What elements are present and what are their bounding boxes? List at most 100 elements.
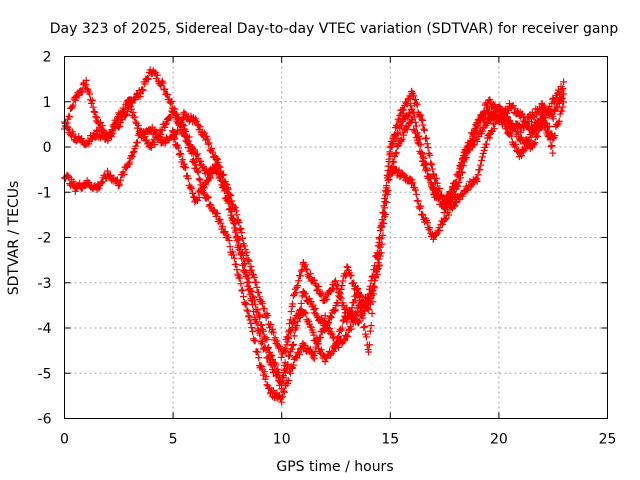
data-point [312, 336, 320, 344]
data-point [381, 204, 389, 212]
data-point [480, 146, 488, 154]
data-point [342, 313, 350, 321]
data-point [286, 351, 294, 359]
data-point [382, 198, 390, 206]
data-point [170, 108, 178, 116]
data-point [504, 113, 512, 121]
data-point [259, 327, 267, 335]
data-point [172, 112, 180, 120]
data-point [257, 321, 265, 329]
data-point [163, 91, 171, 99]
data-point [267, 321, 275, 329]
data-point [214, 158, 222, 166]
data-point [242, 251, 250, 259]
data-point [177, 150, 185, 158]
data-point [375, 235, 383, 243]
data-point [441, 215, 449, 223]
y-tick-label: 1 [43, 95, 52, 111]
data-point [253, 283, 261, 291]
data-points [61, 66, 568, 406]
data-point [503, 125, 511, 133]
data-point [188, 149, 196, 157]
data-point [254, 325, 262, 333]
data-point [189, 189, 197, 197]
data-point [144, 75, 152, 83]
data-point [419, 157, 427, 165]
data-point [399, 105, 407, 113]
data-point [242, 300, 250, 308]
data-point [153, 128, 161, 136]
data-point [89, 103, 97, 111]
data-point [196, 176, 204, 184]
data-point [452, 180, 460, 188]
data-point [162, 120, 170, 128]
data-point [163, 119, 171, 127]
data-point [213, 210, 221, 218]
data-point [522, 145, 530, 153]
data-point [179, 156, 187, 164]
data-point [195, 193, 203, 201]
data-point [335, 289, 343, 297]
data-point [278, 398, 286, 406]
data-point [215, 162, 223, 170]
data-point [88, 96, 96, 104]
data-point [122, 111, 130, 119]
data-point [467, 137, 475, 145]
data-point [259, 300, 267, 308]
data-point [290, 332, 298, 340]
data-point [520, 113, 528, 121]
data-point [300, 341, 308, 349]
data-point [560, 98, 568, 106]
data-point [425, 174, 433, 182]
y-tick-label: -1 [38, 185, 52, 201]
data-point [559, 94, 567, 102]
data-point [64, 172, 72, 180]
data-point [402, 99, 410, 107]
data-point [260, 368, 268, 376]
x-axis-ticks: 0 5 10 15 20 25 [60, 56, 616, 448]
data-point [422, 134, 430, 142]
data-point [306, 270, 314, 278]
x-tick-label: 0 [60, 432, 69, 448]
data-point [379, 231, 387, 239]
data-point [284, 333, 292, 341]
data-point [397, 122, 405, 130]
data-point [479, 150, 487, 158]
data-point [378, 240, 386, 248]
data-point [289, 361, 297, 369]
data-point [382, 210, 390, 218]
data-point [241, 300, 249, 308]
data-point [285, 352, 293, 360]
data-point [421, 126, 429, 134]
data-point [375, 261, 383, 269]
data-point [490, 124, 498, 132]
data-point [267, 361, 275, 369]
data-point [347, 271, 355, 279]
data-point [230, 254, 238, 262]
data-point [258, 363, 266, 371]
data-point [173, 126, 181, 134]
data-point [424, 144, 432, 152]
data-point [285, 334, 293, 342]
data-point [71, 180, 79, 188]
data-point [116, 180, 124, 188]
data-point [496, 116, 504, 124]
data-point [205, 139, 213, 147]
data-point [200, 163, 208, 171]
data-point [233, 266, 241, 274]
data-point [403, 126, 411, 134]
data-point [387, 164, 395, 172]
data-point [297, 299, 305, 307]
data-point [244, 256, 252, 264]
data-point [322, 354, 330, 362]
data-point [203, 193, 211, 201]
data-point [314, 340, 322, 348]
data-point [462, 146, 470, 154]
data-point [468, 181, 476, 189]
data-point [517, 128, 525, 136]
data-point [486, 134, 494, 142]
data-point [234, 241, 242, 249]
data-point [331, 307, 339, 315]
data-point [559, 85, 567, 93]
y-tick-label: 0 [43, 140, 52, 156]
